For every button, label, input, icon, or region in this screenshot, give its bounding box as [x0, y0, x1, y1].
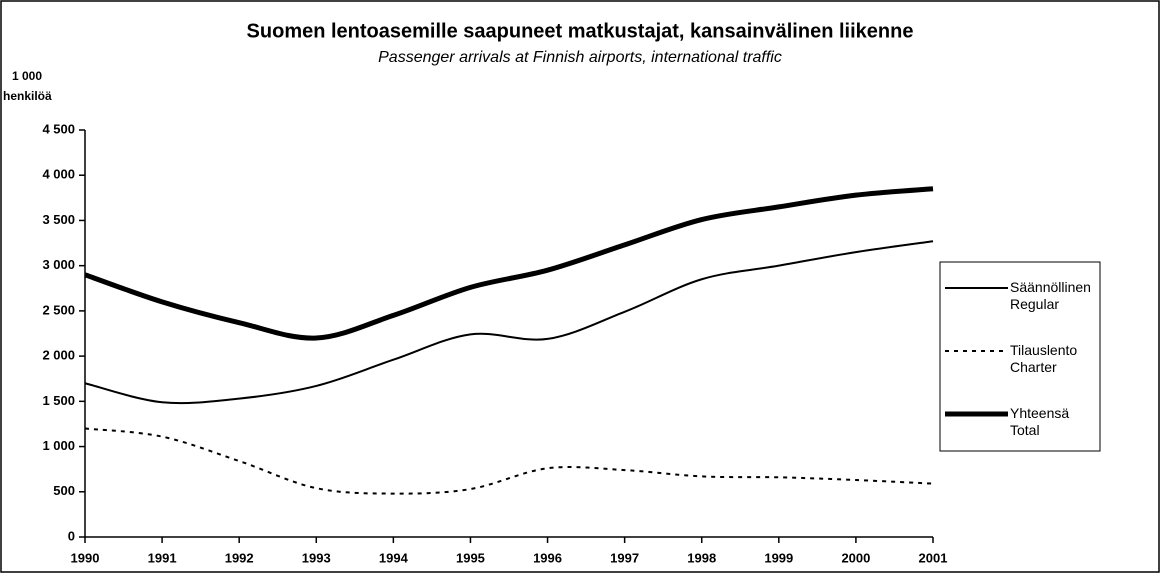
legend-label: Tilauslento Charter — [1010, 342, 1077, 375]
legend-box — [939, 261, 1101, 452]
x-tick-label: 1994 — [379, 550, 409, 565]
x-tick-label: 1997 — [610, 550, 639, 565]
y-tick-label: 1 500 — [42, 393, 75, 408]
series-line — [84, 427, 934, 495]
y-tick-label: 0 — [68, 528, 75, 543]
x-tick-label: 1991 — [148, 550, 177, 565]
y-tick-label: 1 000 — [42, 438, 75, 453]
x-tick-label: 2001 — [919, 550, 948, 565]
series-line — [84, 240, 934, 405]
x-tick-label: 1995 — [456, 550, 485, 565]
x-tick-label: 1993 — [302, 550, 331, 565]
x-tick-label: 1990 — [71, 550, 100, 565]
y-tick-label: 4 500 — [42, 121, 75, 136]
legend-label: Yhteensä Total — [1010, 405, 1069, 438]
x-tick-label: 2000 — [841, 550, 870, 565]
y-axis-label: henkilöä — [3, 89, 52, 103]
y-tick-label: 3 000 — [42, 257, 75, 272]
y-axis-label: 1 000 — [12, 69, 42, 83]
chart-title: Suomen lentoasemille saapuneet matkustaj… — [247, 20, 914, 42]
chart-subtitle: Passenger arrivals at Finnish airports, … — [378, 49, 782, 66]
legend-label: Säännöllinen Regular — [1010, 279, 1091, 312]
y-tick-label: 500 — [53, 483, 75, 498]
y-tick-label: 2 500 — [42, 302, 75, 317]
y-tick-label: 3 500 — [42, 212, 75, 227]
y-tick-label: 4 000 — [42, 167, 75, 182]
x-tick-label: 1996 — [533, 550, 562, 565]
x-tick-label: 1998 — [687, 550, 716, 565]
y-tick-label: 2 000 — [42, 348, 75, 363]
x-tick-label: 1999 — [764, 550, 793, 565]
x-tick-label: 1992 — [225, 550, 254, 565]
series-line — [84, 186, 934, 341]
